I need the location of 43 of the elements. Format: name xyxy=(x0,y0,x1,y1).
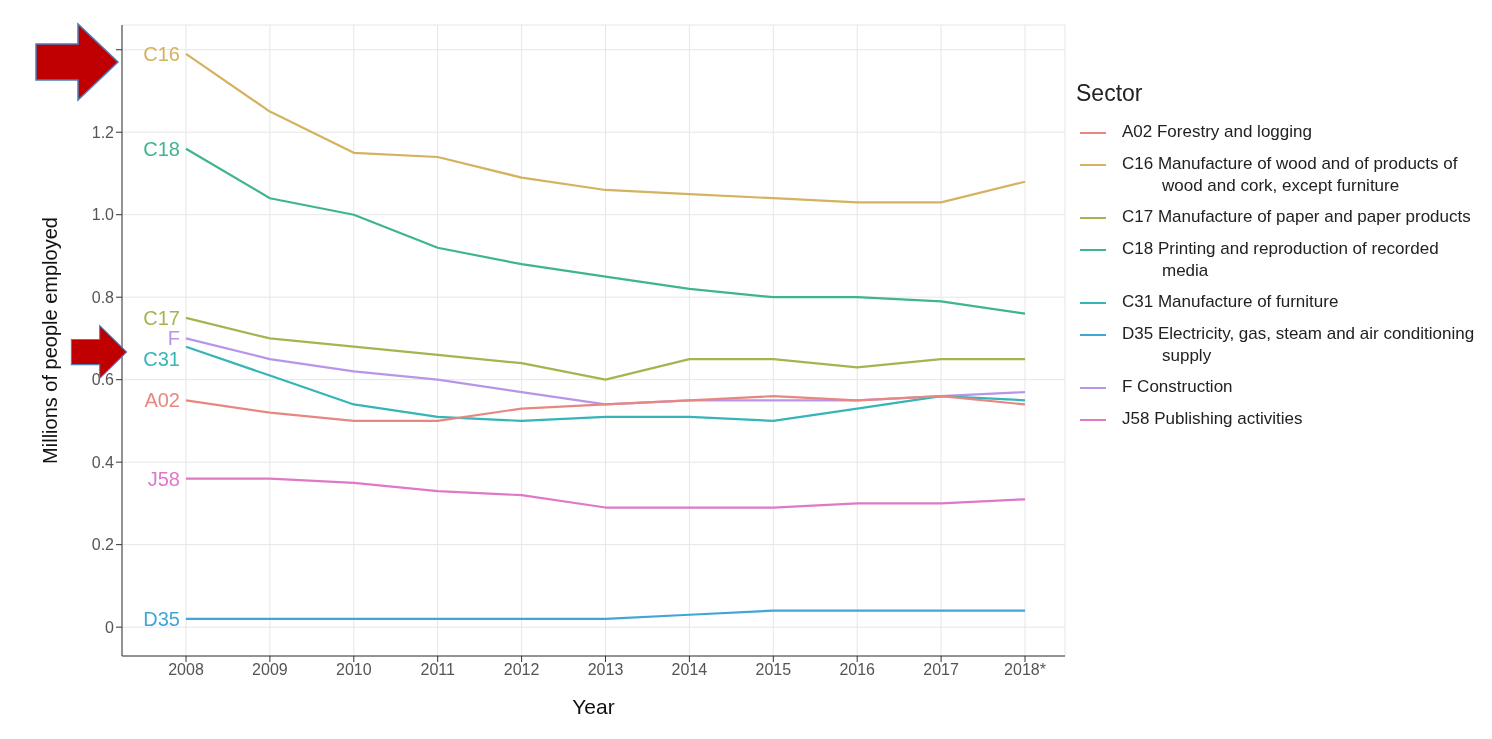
legend-label: J58 Publishing activities xyxy=(1122,408,1304,430)
x-tick-label: 2009 xyxy=(252,661,288,679)
x-tick-label: 2010 xyxy=(336,661,372,679)
x-tick-label: 2013 xyxy=(587,661,624,679)
legend-label: C17 Manufacture of paper and paper products xyxy=(1122,206,1472,228)
x-tick-label: 2008 xyxy=(168,661,204,679)
annotation: F xyxy=(167,327,180,350)
annotation: A02 xyxy=(144,389,180,412)
annotation: C31 xyxy=(143,347,180,370)
line-series xyxy=(184,395,1027,423)
line-series xyxy=(184,147,1027,315)
legend-label: C18 Printing and reproduction of recorded media xyxy=(1122,238,1440,282)
x-tick-label: 2011 xyxy=(420,661,455,679)
y-axis-title: Millions of people employed xyxy=(39,217,62,464)
y-tick-label: 0.8 xyxy=(91,288,115,306)
legend-label: A02 Forestry and logging xyxy=(1122,121,1313,143)
line-series xyxy=(184,477,1027,509)
line-series xyxy=(184,345,1027,423)
legend-title: Sector xyxy=(1076,80,1144,107)
x-tick-label: 2015 xyxy=(755,661,792,679)
x-tick-label: 2014 xyxy=(671,661,708,679)
y-tick-label: 1.2 xyxy=(91,123,115,141)
x-tick-label: 2016 xyxy=(839,661,876,679)
y-tick-label: 0.6 xyxy=(91,371,115,389)
annotation: D35 xyxy=(143,607,180,630)
legend-label: D35 Electricity, gas, steam and air conditioning supply xyxy=(1122,323,1476,367)
annotation: J58 xyxy=(147,467,180,490)
y-tick-label: 0.4 xyxy=(91,453,115,471)
line-series xyxy=(184,316,1027,381)
y-tick-label: 0 xyxy=(105,618,115,636)
x-axis-title: Year xyxy=(572,695,615,718)
legend-label: C16 Manufacture of wood and of products of wood and cork, except furniture xyxy=(1122,153,1459,197)
annotation: C18 xyxy=(143,137,180,160)
line-series xyxy=(184,52,1027,204)
x-tick-label: 2012 xyxy=(503,661,540,679)
x-tick-label: 2017 xyxy=(923,661,959,679)
x-tick-label: 2018* xyxy=(1004,661,1046,679)
annotation: C17 xyxy=(143,306,180,329)
y-tick-label: 1.0 xyxy=(91,206,115,224)
annotation: C16 xyxy=(143,42,180,65)
y-tick-label: 0.2 xyxy=(91,536,115,554)
legend-label: C31 Manufacture of furniture xyxy=(1122,291,1340,313)
legend-label: F Construction xyxy=(1122,376,1234,398)
